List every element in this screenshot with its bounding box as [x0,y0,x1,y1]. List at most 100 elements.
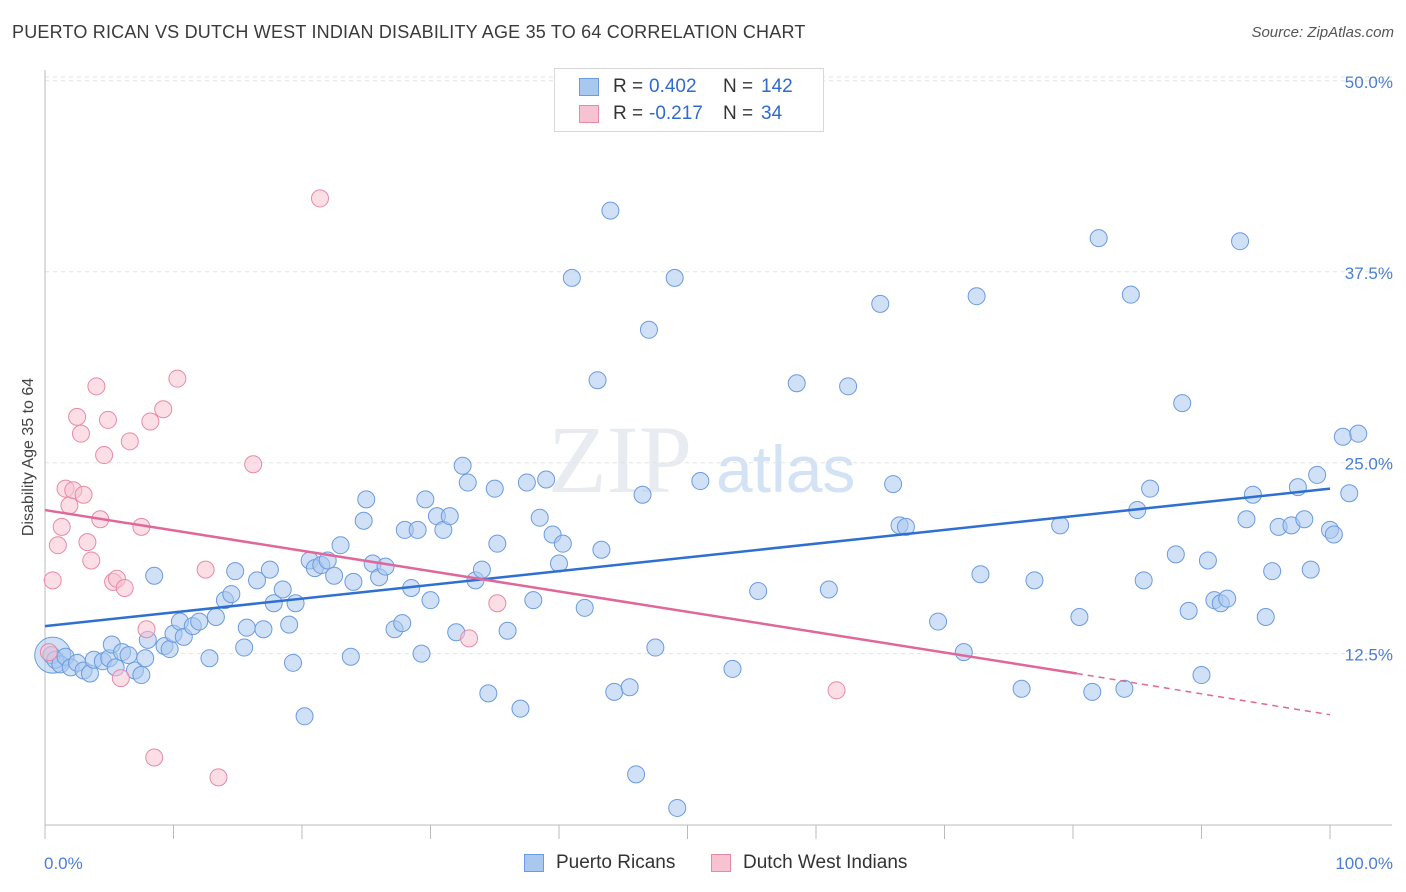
data-point [286,594,305,613]
data-point [1243,485,1262,504]
legend: R = 0.402 N = 142 R = -0.217 N = 34 [554,68,824,132]
y-tick-label: 12.5% [1345,646,1393,665]
data-point [310,189,329,208]
data-point [819,580,838,599]
y-tick-labels: 12.5% 25.0% 37.5% 50.0% [1345,73,1393,665]
data-point [440,507,459,526]
data-point [1115,679,1134,698]
data-point [154,400,173,419]
x-tick-label: 100.0% [1335,854,1393,873]
data-point [222,585,241,604]
data-point [884,475,903,494]
data-point [325,566,344,585]
legend-n-value: 34 [761,103,783,124]
trend-line-dutch-west-indians [44,508,1078,675]
data-point [1179,601,1198,620]
data-point [206,607,225,626]
data-point [82,551,101,570]
data-point [665,268,684,287]
data-point [235,638,254,657]
data-point [472,560,491,579]
data-point [1256,607,1275,626]
data-point [896,517,915,536]
data-point [691,472,710,491]
data-point [1301,560,1320,579]
data-point [553,534,572,553]
data-point [723,659,742,678]
data-point [488,594,507,613]
data-point [1198,551,1217,570]
trend-lines [44,487,1331,716]
trend-line-dutch-west-indians-extrapolated [1076,672,1331,716]
data-point [639,320,658,339]
data-point [1089,229,1108,248]
data-point [1263,562,1282,581]
watermark-zip: ZIP [548,406,692,513]
data-point [749,582,768,601]
data-point [530,508,549,527]
y-tick-label: 37.5% [1345,264,1393,283]
data-point [1340,484,1359,503]
data-point [78,533,97,552]
data-point [1324,525,1343,544]
legend-r-label: R = [613,103,644,124]
y-axis-label: Disability Age 35 to 64 [20,378,37,536]
data-point [646,638,665,657]
data-point [137,620,156,639]
data-point [408,520,427,539]
data-point [344,572,363,591]
data-point [485,479,504,498]
data-point [1295,510,1314,529]
data-point [1218,589,1237,608]
data-point [627,765,646,784]
legend-n-value: 142 [761,76,793,97]
data-point [237,618,256,637]
data-point [488,534,507,553]
data-point [1012,679,1031,698]
x-tick-labels: 0.0% 100.0% [44,854,1393,873]
data-point [254,620,273,639]
data-point [416,490,435,509]
data-point [1173,394,1192,413]
data-point [498,621,517,640]
data-point [357,490,376,509]
data-point [60,496,79,515]
bottom-legend-dutch-west-indians: Dutch West Indians [711,852,907,874]
data-point [354,511,373,530]
data-point [453,456,472,475]
data-point [517,473,536,492]
axes [44,70,1392,839]
data-point [119,646,138,665]
data-point [196,560,215,579]
data-point [1308,465,1327,484]
data-point [39,643,58,662]
data-point [971,565,990,584]
bottom-legend-puerto-ricans: Puerto Ricans [524,852,675,874]
data-point [633,485,652,504]
data-point [115,578,134,597]
series-puerto-ricans [34,201,1368,817]
data-point [562,268,581,287]
legend-swatch-blue [579,78,599,96]
data-point [871,294,890,313]
legend-row-dutch-west-indians: R = -0.217 N = 34 [579,102,782,126]
data-point [68,407,87,426]
legend-row-puerto-ricans: R = 0.402 N = 142 [579,75,793,99]
data-point [605,682,624,701]
data-point [244,455,263,474]
bottom-legend-swatch-pink [711,854,731,872]
data-point [588,371,607,390]
legend-r-value: -0.217 [649,103,703,124]
data-point [226,562,245,581]
data-point [827,681,846,700]
data-point [331,536,350,555]
data-point [1083,682,1102,701]
data-point [190,612,209,631]
data-point [120,432,139,451]
bottom-legend-swatch-blue [524,854,544,872]
data-point [1237,510,1256,529]
data-point [1192,666,1211,685]
data-point [967,287,986,306]
data-point [87,377,106,396]
